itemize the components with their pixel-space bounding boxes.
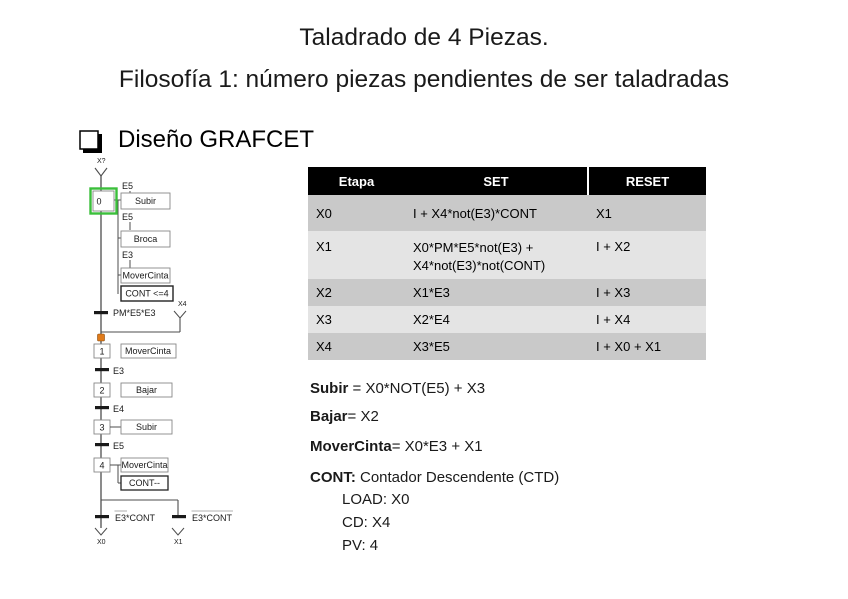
svg-text:E3*CONT: E3*CONT <box>115 513 156 523</box>
svg-text:MoverCinta: MoverCinta <box>125 346 171 356</box>
svg-text:X4: X4 <box>178 301 187 308</box>
svg-text:E3: E3 <box>122 250 133 260</box>
svg-text:X1: X1 <box>174 539 183 546</box>
svg-text:CONT <=4: CONT <=4 <box>125 289 168 299</box>
svg-text:X0: X0 <box>97 539 106 546</box>
svg-text:3: 3 <box>99 423 104 433</box>
svg-text:4: 4 <box>99 461 104 471</box>
svg-text:0: 0 <box>96 197 101 207</box>
svg-text:E4: E4 <box>113 404 124 414</box>
svg-text:E3: E3 <box>113 366 124 376</box>
svg-text:E5: E5 <box>122 181 133 191</box>
svg-text:X?: X? <box>97 158 106 165</box>
svg-text:2: 2 <box>99 386 104 396</box>
svg-text:1: 1 <box>99 347 104 357</box>
svg-text:PM*E5*E3: PM*E5*E3 <box>113 308 156 318</box>
svg-text:Broca: Broca <box>134 234 158 244</box>
svg-text:MoverCinta: MoverCinta <box>122 271 168 281</box>
svg-text:E3*CONT: E3*CONT <box>192 513 233 523</box>
svg-text:CONT--: CONT-- <box>129 478 160 488</box>
svg-text:Subir: Subir <box>136 422 157 432</box>
svg-text:MoverCinta: MoverCinta <box>121 460 167 470</box>
svg-text:E5: E5 <box>122 212 133 222</box>
svg-text:E5: E5 <box>113 441 124 451</box>
svg-text:Bajar: Bajar <box>136 385 157 395</box>
svg-text:Subir: Subir <box>135 196 156 206</box>
